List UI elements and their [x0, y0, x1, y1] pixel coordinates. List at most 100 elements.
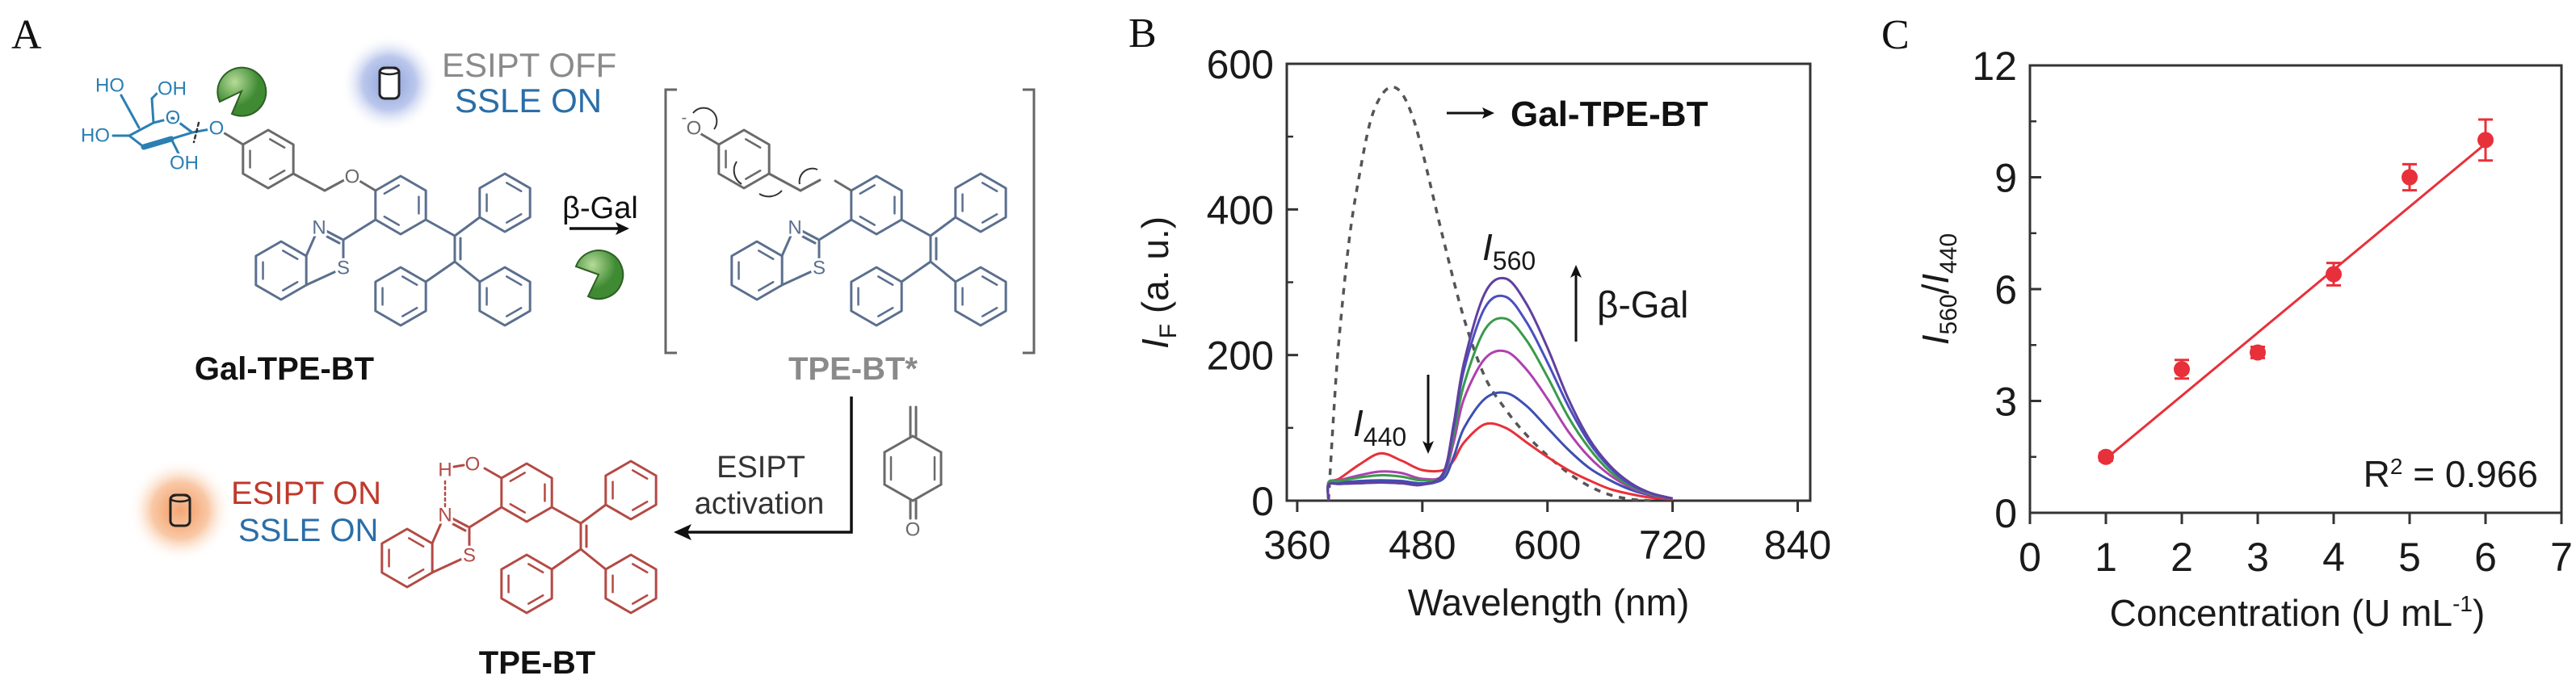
data-point	[2326, 266, 2342, 283]
double-bond	[527, 563, 544, 573]
bond	[305, 270, 338, 287]
x-tick-label-c: 6	[2474, 535, 2497, 580]
bond	[483, 467, 503, 480]
bond	[292, 172, 326, 192]
double-bond	[509, 503, 527, 514]
double-bond	[383, 184, 401, 195]
reference-arrow-icon	[1447, 107, 1494, 119]
hydroxyl-oxygen-atom: O	[465, 454, 481, 476]
panel-b-emission-spectra: B 360 480 600 720 840 0 200 400 600 Wavelength (…	[1128, 10, 1831, 623]
bond	[424, 260, 456, 283]
x-tick-label-c: 7	[2550, 535, 2573, 580]
beta-gal-enzyme-icon	[216, 66, 267, 117]
bond	[799, 178, 822, 192]
gal-tpe-bt-structure: NS O O	[207, 115, 532, 327]
double-bond	[859, 184, 876, 195]
activation-label-line1: ESIPT	[716, 451, 805, 485]
data-point	[2402, 169, 2418, 186]
spectrum-line-2	[1326, 391, 1673, 501]
double-bond	[631, 469, 649, 480]
data-point	[2174, 361, 2190, 378]
double-bond	[407, 569, 425, 579]
esipt-off-label: ESIPT OFF	[442, 46, 616, 84]
x-tick-label-b: 720	[1639, 522, 1706, 568]
nitrogen-atom: N	[312, 217, 326, 239]
glycosidic-oxygen-atom: O	[209, 118, 225, 140]
bond	[431, 522, 443, 545]
x-tick-label-b: 840	[1764, 522, 1831, 568]
galactose-moiety: O OH HO HO OH	[78, 73, 212, 177]
increase-arrow-up-icon	[1570, 265, 1582, 342]
y-tick-label-c: 3	[1994, 380, 2017, 425]
double-bond	[757, 250, 775, 260]
bond	[780, 270, 813, 287]
double-bond	[509, 472, 527, 482]
linear-fit-line	[2105, 142, 2486, 460]
y-tick-label-b: 600	[1207, 42, 1274, 87]
bond	[358, 179, 377, 192]
imine-bond	[801, 235, 817, 245]
ring-oxygen-atom: O	[166, 107, 181, 129]
hydroxyl-label: OH	[170, 153, 199, 174]
spectrum-line-5	[1326, 294, 1673, 501]
y-tick-label-c: 6	[1994, 267, 2017, 313]
carbonyl-oxygen-atom: O	[906, 519, 921, 541]
benzene-ring	[478, 172, 532, 233]
quinone-methide-structure: O	[883, 405, 943, 543]
compound-label-gal-tpe-bt: Gal-TPE-BT	[195, 351, 374, 387]
imine-bond	[326, 235, 341, 245]
product-label-tpe-bt: TPE-BT	[479, 645, 595, 681]
double-bond	[401, 307, 418, 317]
double-bond	[631, 501, 649, 511]
benzene-ring	[954, 172, 1007, 233]
bond	[579, 548, 607, 571]
double-bond	[859, 216, 876, 226]
quinone-ring	[883, 434, 943, 502]
bond	[780, 234, 792, 258]
electron-arrow-icon	[692, 107, 718, 130]
bond	[767, 172, 802, 192]
bond	[223, 132, 245, 146]
tpe-bt-structure: NS OH	[380, 451, 658, 615]
bond	[305, 234, 317, 258]
bond	[579, 503, 607, 525]
sulfur-atom: S	[337, 258, 350, 279]
spectrum-line-4	[1326, 317, 1673, 501]
x-axis-label-b: Wavelength (nm)	[1408, 581, 1690, 623]
bond	[929, 260, 957, 283]
esipt-activation-arrow-icon	[674, 397, 853, 540]
y-axis-label-c: I560/I440	[1914, 233, 1962, 345]
x-tick-label-c: 2	[2170, 535, 2193, 580]
x-tick-label-b: 360	[1263, 522, 1330, 568]
x-tick-label-c: 5	[2398, 535, 2421, 580]
hydroxyl-label: OH	[158, 78, 187, 100]
hydrogen-atom: H	[438, 459, 452, 481]
plot-frame-c	[2028, 64, 2563, 514]
nitrogen-atom: N	[438, 505, 452, 527]
double-bond	[505, 182, 523, 192]
ether-oxygen-atom: O	[345, 166, 360, 188]
axis-ticks-b: 360 480 600 720 840 0 200 400 600	[1207, 42, 1832, 568]
double-bond	[876, 275, 894, 286]
double-bond	[527, 594, 544, 605]
beta-gal-increase-label: β-Gal	[1597, 283, 1688, 325]
bond	[900, 260, 932, 283]
beta-gal-label: β-Gal	[562, 191, 638, 225]
double-bond	[981, 182, 998, 192]
electron-arrow-icon	[798, 167, 818, 185]
benzene-ring	[604, 459, 658, 521]
wedge-bond	[141, 136, 174, 150]
x-tick-label-c: 1	[2095, 535, 2117, 580]
bond	[170, 137, 181, 157]
double-bond	[401, 275, 418, 286]
beta-gal-enzyme-icon	[574, 250, 624, 300]
data-point	[2250, 344, 2266, 361]
panel-label-c: C	[1881, 12, 1910, 58]
bond	[929, 216, 957, 237]
double-bond	[876, 307, 894, 317]
panel-label-a: A	[11, 12, 42, 58]
